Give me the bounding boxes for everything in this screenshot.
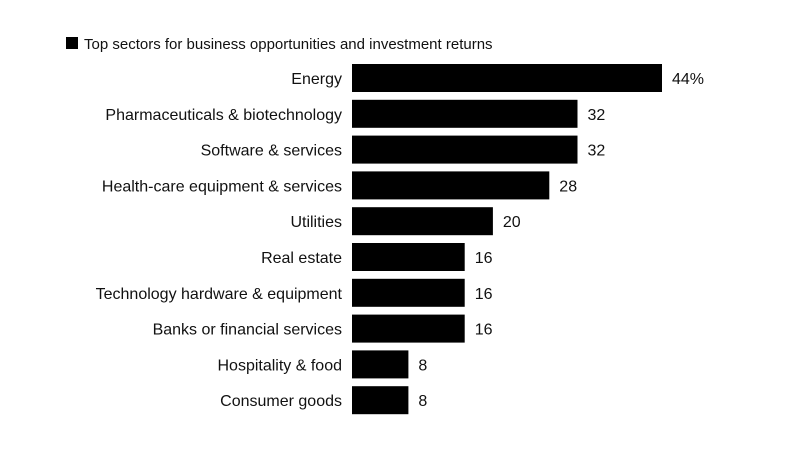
category-label: Pharmaceuticals & biotechnology bbox=[105, 107, 342, 124]
bar bbox=[352, 135, 578, 164]
legend-swatch bbox=[66, 37, 78, 49]
value-label: 32 bbox=[588, 107, 606, 124]
value-labels: 44% 32 32 28 20 16 16 16 8 8 bbox=[418, 71, 704, 410]
legend: Top sectors for business opportunities a… bbox=[66, 36, 493, 53]
category-label: Energy bbox=[291, 71, 342, 88]
bars bbox=[352, 64, 662, 415]
bar bbox=[352, 386, 409, 415]
category-label: Banks or financial services bbox=[153, 322, 342, 339]
bar bbox=[352, 171, 550, 200]
category-label: Utilities bbox=[290, 214, 342, 231]
value-label: 32 bbox=[588, 143, 606, 160]
legend-label: Top sectors for business opportunities a… bbox=[84, 36, 493, 53]
value-label: 16 bbox=[475, 250, 493, 267]
bar bbox=[352, 350, 409, 379]
value-label: 16 bbox=[475, 322, 493, 339]
bar bbox=[352, 314, 465, 343]
category-label: Health-care equipment & services bbox=[102, 178, 342, 195]
category-label: Real estate bbox=[261, 250, 342, 267]
bar bbox=[352, 278, 465, 307]
category-label: Technology hardware & equipment bbox=[96, 286, 343, 303]
bar bbox=[352, 243, 465, 271]
value-label: 8 bbox=[418, 393, 427, 410]
value-label: 28 bbox=[559, 178, 577, 195]
category-label: Hospitality & food bbox=[217, 357, 342, 374]
value-label: 20 bbox=[503, 214, 521, 231]
category-labels: Energy Pharmaceuticals & biotechnology Sof… bbox=[96, 71, 343, 410]
value-label: 8 bbox=[418, 357, 427, 374]
value-label: 16 bbox=[475, 286, 493, 303]
value-label: 44% bbox=[672, 71, 704, 88]
bar bbox=[352, 207, 493, 236]
bar bbox=[352, 64, 662, 92]
bar bbox=[352, 99, 578, 128]
category-label: Consumer goods bbox=[220, 393, 342, 410]
category-label: Software & services bbox=[201, 143, 342, 160]
